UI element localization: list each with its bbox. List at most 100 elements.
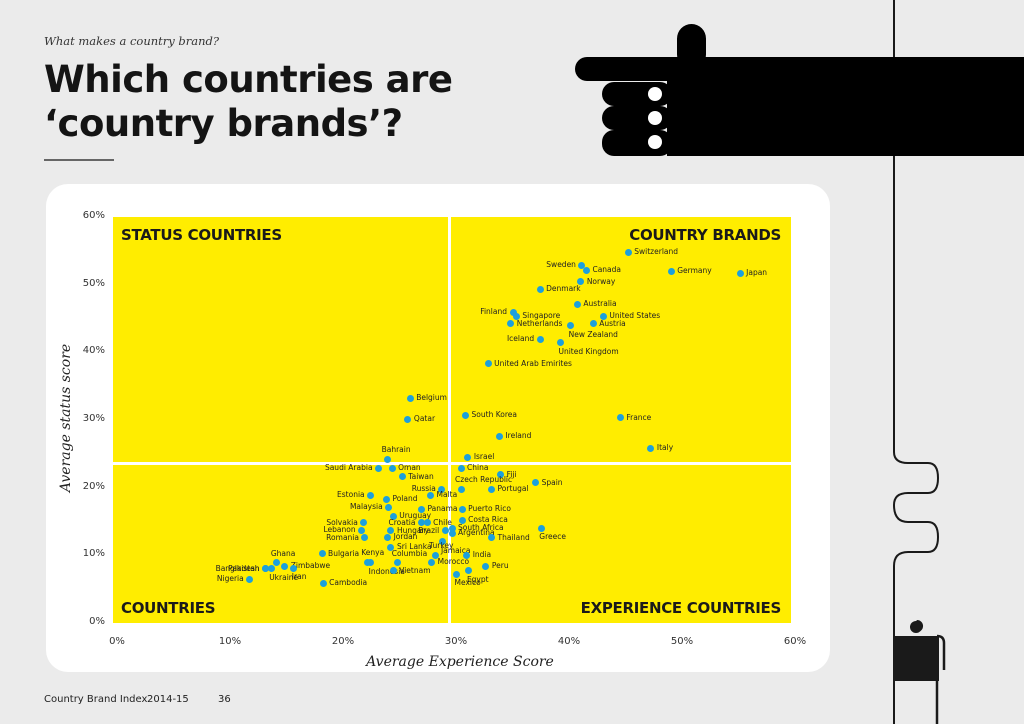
data-point-label: Spain (541, 477, 563, 487)
data-point-marker (624, 248, 632, 256)
data-point-marker (389, 567, 397, 575)
data-point-marker (431, 551, 439, 559)
data-point-label: Malta (436, 490, 458, 500)
quadrant-label-status-countries: STATUS COUNTRIES (121, 226, 282, 244)
data-point-marker (438, 485, 446, 493)
data-point-marker (360, 519, 368, 527)
data-point-label: Costa Rica (468, 515, 508, 525)
data-point-label: Columbia (391, 548, 428, 558)
data-point-marker (667, 267, 675, 275)
data-point-label: Peru (491, 561, 509, 571)
data-point-marker (578, 261, 586, 269)
data-point-label: Hungary (396, 525, 429, 535)
data-point-marker (367, 491, 375, 499)
data-point-label: Japan (746, 268, 768, 278)
data-point-label: Italy (656, 443, 674, 453)
data-point-marker (556, 339, 564, 347)
data-point-marker (367, 559, 375, 567)
data-point-marker (537, 524, 545, 532)
data-point-label: Bahrain (381, 445, 411, 455)
data-point-label: South Africa (458, 523, 504, 533)
data-point-marker (599, 312, 607, 320)
data-point-marker (318, 550, 326, 558)
data-point-label: Romania (326, 532, 359, 542)
data-point-marker (387, 527, 395, 535)
y-tick-label: 10% (82, 548, 105, 560)
data-point-marker (495, 432, 503, 440)
x-tick-label: 10% (218, 636, 242, 647)
y-tick-label: 50% (82, 277, 105, 289)
data-point-label: Chile (433, 517, 452, 527)
data-point-marker (453, 570, 461, 578)
data-point-label: United Arab Emirites (494, 358, 572, 368)
data-point-label: Croatia (388, 517, 416, 527)
data-point-label: Denmark (546, 284, 581, 294)
footer-publication: Country Brand Index (44, 694, 148, 705)
data-point-marker (567, 322, 575, 330)
data-point-label: Panama (427, 504, 458, 514)
data-point-label: Sweden (546, 260, 576, 270)
data-point-label: Ukraine (269, 572, 299, 582)
data-point-label: Pakistan (228, 563, 260, 573)
data-point-marker (464, 453, 472, 461)
data-point-marker (267, 565, 275, 573)
data-point-label: Malaysia (349, 502, 383, 512)
data-point-marker (319, 579, 327, 587)
data-point-label: Jordan (393, 532, 418, 542)
data-point-label: Zimbabwe (290, 561, 331, 571)
data-point-marker (358, 526, 366, 534)
data-point-label: Finland (480, 307, 508, 317)
x-tick-label: 0% (109, 636, 125, 647)
data-point-marker (439, 538, 447, 546)
data-point-label: Egypt (466, 574, 489, 584)
data-point-marker (482, 562, 490, 570)
data-point-label: Estonia (337, 490, 365, 500)
data-point-label: Austria (599, 318, 626, 328)
title-line-1: Which countries are (44, 58, 453, 101)
data-point-marker (462, 411, 470, 419)
data-point-marker (509, 308, 517, 316)
title-line-2: ‘country brands’? (44, 102, 403, 145)
data-point-marker (512, 312, 520, 320)
data-point-label: Uruguay (399, 511, 432, 521)
data-point-label: Jamaica (440, 545, 471, 555)
y-tick-label: 20% (82, 480, 105, 492)
data-point-label: China (467, 463, 489, 473)
data-point-marker (647, 444, 655, 452)
quadrant-divider-horizontal (113, 461, 791, 465)
data-point-label: Oman (398, 463, 421, 473)
data-point-label: Indonesia (368, 566, 405, 576)
data-point-marker (394, 559, 402, 567)
data-point-marker (582, 266, 590, 274)
data-point-marker (457, 464, 465, 472)
data-point-label: Kenya (361, 548, 385, 558)
y-tick-label: 60% (82, 210, 105, 221)
data-point-marker (385, 503, 393, 511)
data-point-label: Vietnam (399, 565, 431, 575)
data-point-marker (423, 519, 431, 527)
x-tick-label: 30% (444, 636, 468, 647)
data-point-label: Cambodia (329, 578, 368, 588)
x-tick-label: 20% (331, 636, 355, 647)
data-point-label: Bulgaria (328, 548, 360, 558)
x-tick-label: 40% (557, 636, 581, 647)
scatter-plot-area: STATUS COUNTRIES COUNTRY BRANDS COUNTRIE… (113, 217, 791, 623)
data-point-marker (262, 565, 270, 573)
data-point-label: Germany (677, 266, 712, 276)
data-point-marker (488, 534, 496, 542)
data-point-label: Thailand (497, 532, 530, 542)
title-underline (44, 159, 114, 161)
data-point-label: Singapore (522, 311, 561, 321)
data-point-label: United Kingdom (558, 346, 619, 356)
x-tick-label: 50% (670, 636, 694, 647)
data-point-label: Ireland (505, 431, 532, 441)
data-point-marker (398, 473, 406, 481)
data-point-marker (406, 394, 414, 402)
data-point-marker (404, 415, 412, 423)
data-point-label: Ghana (270, 548, 296, 558)
footer-year: 2014-15 (147, 694, 189, 705)
data-point-marker (536, 285, 544, 293)
data-point-marker (388, 464, 396, 472)
